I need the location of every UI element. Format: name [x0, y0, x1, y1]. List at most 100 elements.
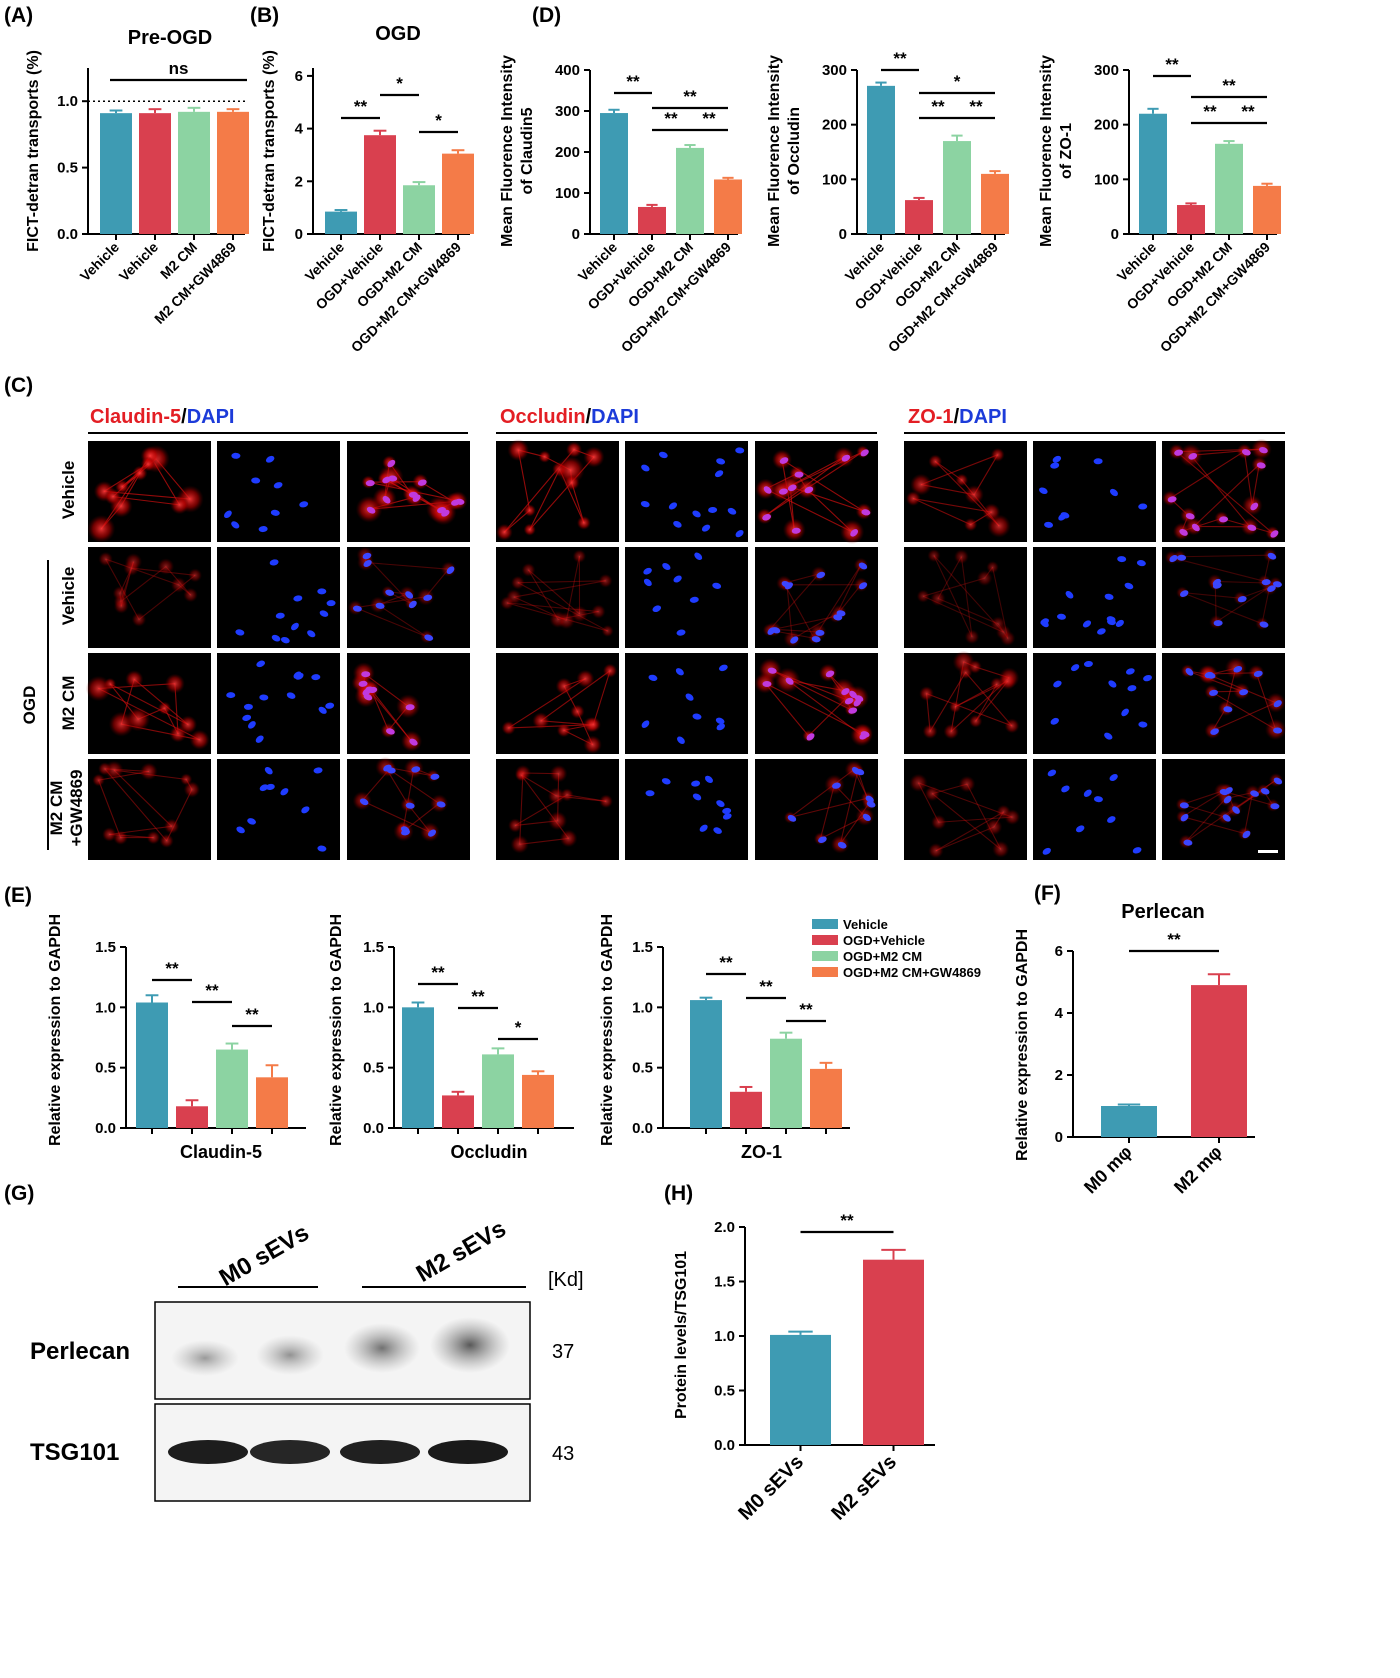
if-junction: [966, 783, 1002, 850]
bar: [1215, 143, 1243, 234]
bar: [981, 173, 1009, 234]
if-junction: [540, 670, 611, 722]
if-nucleus: [408, 600, 417, 609]
if-nucleus: [1259, 621, 1269, 628]
if-tile: [755, 547, 878, 648]
y-axis-label-line: of ZO-1: [1058, 123, 1075, 179]
if-nucleus: [359, 798, 369, 806]
if-nucleus: [430, 773, 440, 780]
x-category-label: Vehicle: [77, 239, 123, 285]
y-tick-label: 0.0: [95, 1120, 116, 1137]
legend-swatch: [812, 919, 838, 929]
if-nucleus: [662, 562, 671, 571]
if-nucleus: [1109, 488, 1118, 497]
if-junction: [528, 569, 580, 615]
if-cell: [583, 735, 602, 754]
if-junction: [355, 607, 427, 638]
if-nucleus: [231, 521, 240, 529]
blot-band: [256, 1335, 324, 1375]
if-nucleus: [1259, 447, 1268, 454]
if-nucleus: [1232, 806, 1240, 814]
if-nucleus: [1117, 556, 1127, 563]
if-tile-background: [217, 653, 340, 754]
if-tile: [347, 441, 470, 542]
if-junction: [1182, 816, 1245, 835]
chart-a-pre-ogd: Pre-OGD 0.0 0.5 1.0 FICT-detran transports (…: [25, 27, 249, 327]
if-cell: [115, 479, 130, 494]
if-tile: [904, 441, 1027, 542]
if-nucleus: [833, 614, 843, 621]
kd-unit-label: [Kd]: [548, 1269, 584, 1291]
if-nucleus: [643, 578, 652, 587]
group-label-m2: M2 sEVs: [412, 1215, 511, 1288]
blot-band: [340, 1440, 420, 1464]
if-nucleus: [1127, 685, 1137, 692]
if-nucleus: [1270, 530, 1279, 538]
bar: [943, 141, 971, 234]
if-cell: [995, 624, 1012, 640]
bar: [178, 111, 210, 234]
if-nucleus: [1132, 847, 1142, 854]
if-nucleus: [713, 827, 722, 834]
if-cell: [523, 504, 536, 517]
if-nucleus: [1097, 628, 1106, 635]
if-cell: [556, 456, 585, 485]
marker-label-occludin: Occludin/DAPI: [500, 406, 639, 428]
if-cell: [954, 549, 969, 565]
if-tile: [1033, 759, 1156, 860]
y-tick-label: 6: [1055, 943, 1063, 960]
if-nucleus: [1204, 671, 1214, 679]
if-cell: [969, 714, 983, 728]
if-cell: [928, 843, 944, 859]
if-tile: [496, 653, 619, 754]
bar: [482, 1054, 514, 1128]
marker-blue: DAPI: [591, 406, 639, 428]
y-axis-label: FICT-detran transports (%): [261, 50, 278, 252]
if-nucleus: [417, 479, 427, 486]
if-nucleus: [1270, 803, 1280, 810]
if-nucleus: [1065, 590, 1074, 599]
if-cell: [985, 818, 1003, 836]
legend-label: OGD+M2 CM: [843, 949, 922, 964]
if-cell: [576, 669, 595, 688]
if-cell: [183, 781, 201, 798]
chart-e-zo1: 0.0 0.5 1.0 1.5 Relative expression to GAPDH…: [599, 914, 850, 1162]
y-tick-label: 1.0: [57, 93, 78, 110]
if-nucleus: [280, 636, 290, 644]
x-category-label: Vehicle: [116, 239, 162, 285]
if-tile: [88, 759, 211, 860]
if-tile-background: [625, 547, 748, 648]
if-nucleus: [866, 801, 876, 808]
scale-bar: [1258, 850, 1278, 853]
marker-label-zo1: ZO-1/DAPI: [908, 406, 1007, 428]
significance-marker: *: [435, 111, 442, 130]
y-axis-label: Mean Fluorence Intensity of Occludin: [766, 55, 803, 247]
if-nucleus: [1093, 796, 1103, 803]
chart-d-zo1: 0 100 200 300 Mean Fluorence Intensity of ZO-…: [1038, 55, 1281, 355]
if-nucleus: [363, 559, 372, 568]
if-cell: [183, 587, 198, 603]
panel-label-b: (B): [250, 4, 279, 27]
if-nucleus: [850, 529, 859, 537]
y-tick-label: 0.0: [363, 1120, 384, 1137]
y-tick-label: 0.5: [57, 160, 78, 177]
if-junction: [529, 469, 561, 530]
row-label-ogd-m2cm: M2 CM: [59, 676, 78, 731]
if-junction: [519, 772, 524, 845]
if-nucleus: [689, 596, 699, 603]
if-nucleus: [832, 782, 841, 789]
chart-d-occludin: 0 100 200 300 Mean Fluorence Intensity of Occ…: [766, 49, 1009, 355]
if-nucleus: [317, 588, 327, 595]
if-tile-background: [1033, 547, 1156, 648]
y-axis-label: FICT-detran transports (%): [25, 50, 42, 252]
y-tick-label: 1.0: [632, 999, 653, 1016]
bar: [136, 1002, 168, 1128]
y-tick-label: 0: [572, 226, 580, 243]
if-nucleus: [386, 767, 396, 774]
if-nucleus: [1136, 560, 1146, 567]
if-junction: [764, 682, 864, 734]
significance-marker: **: [759, 977, 773, 996]
if-nucleus: [645, 790, 655, 797]
